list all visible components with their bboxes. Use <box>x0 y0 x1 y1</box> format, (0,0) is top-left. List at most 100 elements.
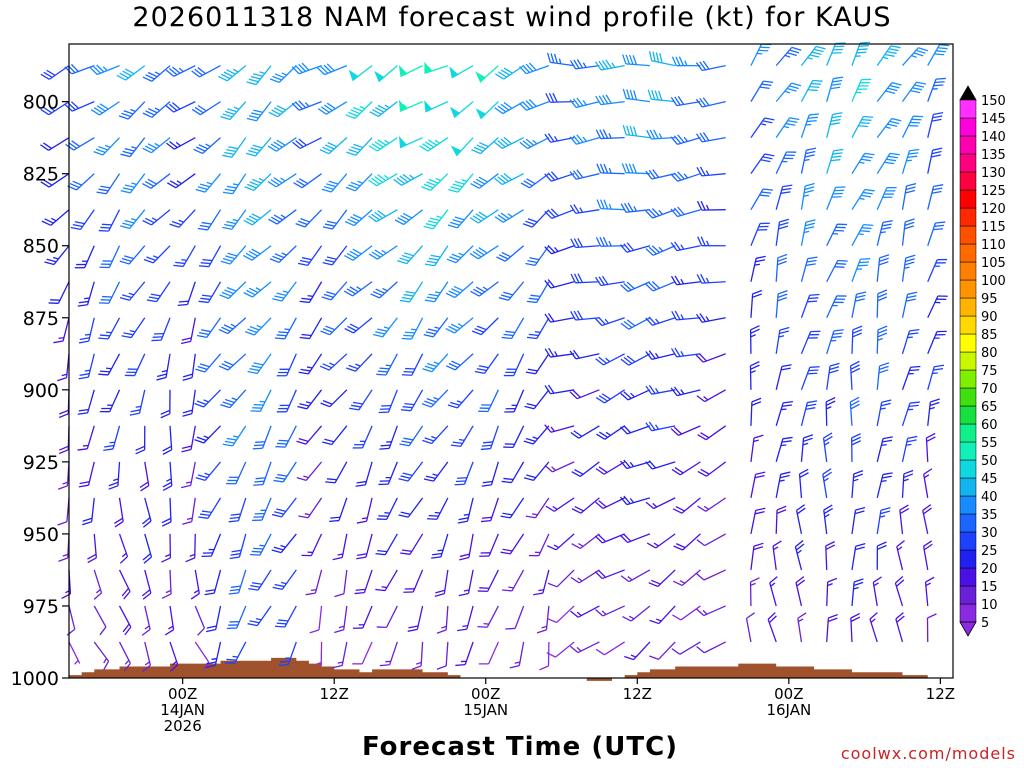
colorbar-label: 10 <box>981 598 998 613</box>
wind-barb <box>901 218 915 246</box>
wind-barb <box>544 347 575 358</box>
colorbar-label: 115 <box>981 220 1006 235</box>
wind-barb <box>620 389 651 401</box>
wind-barb <box>571 497 600 514</box>
wind-barb <box>696 273 726 284</box>
wind-barb <box>850 360 861 390</box>
wind-barb <box>481 461 499 487</box>
wind-barb <box>876 399 892 426</box>
credit-link[interactable]: coolwx.com/models <box>840 744 1016 763</box>
wind-barb <box>120 173 146 194</box>
wind-barb <box>349 389 373 411</box>
wind-barb <box>876 186 897 210</box>
colorbar-segment <box>959 423 977 443</box>
wind-barb <box>800 147 817 174</box>
wind-barb <box>509 641 525 669</box>
wind-barb <box>927 330 947 355</box>
wind-barb <box>523 461 550 481</box>
wind-barb <box>775 471 791 499</box>
wind-barb <box>624 641 651 661</box>
wind-barb <box>320 317 348 336</box>
wind-barb <box>901 329 920 354</box>
colorbar-segment <box>959 477 977 497</box>
colorbar-label: 100 <box>981 274 1006 289</box>
wind-barb <box>427 497 449 520</box>
wind-barb <box>477 569 499 593</box>
wind-barb <box>218 317 247 335</box>
colorbar-segment <box>959 351 977 371</box>
wind-barb <box>620 425 651 435</box>
wind-barb <box>695 97 726 108</box>
wind-barb <box>118 605 132 636</box>
wind-barb <box>195 173 222 193</box>
colorbar-segment <box>959 279 977 299</box>
wind-barb <box>927 44 950 66</box>
colorbar-segment <box>959 171 977 191</box>
wind-barb <box>77 425 95 451</box>
wind-barb <box>697 461 727 477</box>
wind-barb <box>325 461 348 484</box>
wind-barb <box>800 330 821 355</box>
wind-barb <box>228 497 247 523</box>
wind-barb <box>901 182 917 210</box>
wind-barb <box>825 397 836 426</box>
wind-barb <box>291 100 322 111</box>
colorbar-segment <box>959 549 977 569</box>
wind-barb <box>291 62 322 75</box>
wind-barb <box>570 237 600 249</box>
wind-barb <box>268 209 297 225</box>
wind-barb <box>89 64 120 76</box>
wind-barb <box>292 137 322 149</box>
wind-barb <box>750 289 763 318</box>
wind-barb <box>539 641 550 671</box>
wind-barb <box>570 425 600 439</box>
wind-barb <box>670 241 701 252</box>
wind-barb <box>320 389 348 408</box>
wind-barb <box>229 533 247 560</box>
wind-barb <box>901 148 920 174</box>
wind-barb <box>398 497 424 518</box>
wind-barb <box>749 361 760 390</box>
wind-barb <box>244 173 272 192</box>
wind-barb <box>478 641 499 665</box>
wind-barb <box>295 209 323 228</box>
wind-barb <box>477 605 499 628</box>
colorbar-segment <box>959 603 977 623</box>
wind-barb <box>494 209 524 223</box>
wind-barb <box>494 136 524 149</box>
wind-barb <box>142 497 152 528</box>
wind-barb <box>695 132 726 143</box>
wind-barb <box>457 605 474 632</box>
wind-barb <box>66 605 76 636</box>
wind-barb <box>113 497 124 528</box>
colorbar-segment <box>959 531 977 551</box>
colorbar-label: 90 <box>981 310 998 325</box>
wind-barb <box>268 101 297 118</box>
wind-barb <box>142 533 153 564</box>
wind-barb <box>927 398 940 426</box>
wind-barb <box>800 400 818 427</box>
wind-barb <box>205 605 222 633</box>
x-tick-label: 00Z <box>471 685 500 703</box>
wind-barb <box>457 497 474 524</box>
wind-barb <box>77 281 95 307</box>
wind-barb <box>201 533 222 557</box>
wind-barb <box>57 461 70 490</box>
wind-barb <box>851 258 871 282</box>
wind-barb <box>161 569 172 599</box>
wind-barb <box>797 612 807 643</box>
wind-barb <box>90 101 120 116</box>
wind-barb <box>876 541 887 570</box>
wind-barb <box>621 163 650 175</box>
colorbar-label: 70 <box>981 382 998 397</box>
wind-barb <box>570 569 600 584</box>
wind-barb <box>245 137 272 157</box>
wind-barb <box>142 209 171 226</box>
wind-barb <box>53 317 70 344</box>
wind-barb <box>272 281 297 302</box>
wind-barb <box>547 569 575 588</box>
colorbar-label: 5 <box>981 616 989 631</box>
wind-barb <box>296 461 323 481</box>
wind-barb <box>525 353 550 375</box>
wind-barb <box>901 401 920 427</box>
